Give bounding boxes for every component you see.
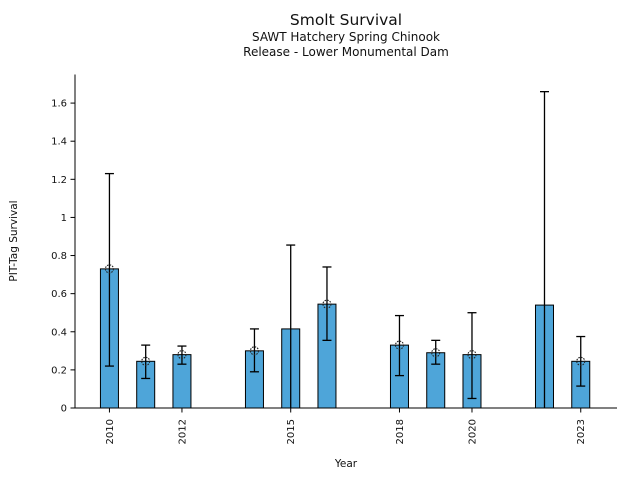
- point-marker: [467, 350, 477, 360]
- y-tick-label: 0.4: [51, 327, 67, 338]
- x-tick-label: 2023: [576, 419, 587, 444]
- chart-subtitle-line1: SAWT Hatchery Spring Chinook: [251, 30, 440, 44]
- point-marker: [141, 356, 151, 366]
- y-axis-label: PIT-Tag Survival: [8, 200, 20, 282]
- x-tick-label: 2015: [286, 419, 297, 444]
- point-marker: [431, 348, 441, 358]
- y-tick-label: 1.6: [51, 99, 67, 110]
- point-marker: [576, 356, 586, 366]
- y-tick-label: 0.6: [51, 289, 67, 300]
- x-axis-label: Year: [334, 458, 358, 470]
- x-tick-label: 2020: [467, 419, 478, 444]
- y-tick-label: 0.2: [51, 365, 67, 376]
- point-marker: [394, 340, 405, 350]
- point-marker: [104, 264, 114, 274]
- chart-subtitle-line2: Release - Lower Monumental Dam: [243, 44, 449, 59]
- chart-title: Smolt Survival: [289, 11, 403, 29]
- y-tick-label: 1.2: [51, 175, 67, 186]
- x-tick-label: 2012: [177, 419, 188, 444]
- point-marker: [177, 350, 187, 360]
- point-marker: [249, 346, 260, 356]
- x-tick-label: 2010: [105, 419, 116, 444]
- x-tick-label: 2018: [395, 419, 406, 444]
- y-tick-label: 1: [61, 213, 67, 224]
- y-tick-label: 0: [61, 404, 67, 415]
- y-tick-label: 1.4: [51, 137, 67, 148]
- y-tick-label: 0.8: [51, 251, 67, 262]
- point-marker: [322, 299, 332, 309]
